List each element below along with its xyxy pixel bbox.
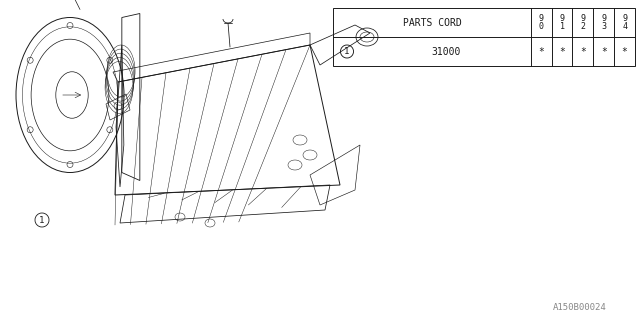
Text: *: * <box>621 46 627 57</box>
Text: *: * <box>559 46 565 57</box>
Text: *: * <box>601 46 607 57</box>
Text: 1: 1 <box>344 47 349 56</box>
Text: 9
1: 9 1 <box>559 14 564 31</box>
Text: 9
2: 9 2 <box>580 14 586 31</box>
Text: 9
3: 9 3 <box>601 14 606 31</box>
Text: 1: 1 <box>39 216 45 225</box>
Text: 9
4: 9 4 <box>622 14 627 31</box>
Text: *: * <box>538 46 544 57</box>
Text: A150B00024: A150B00024 <box>553 303 607 313</box>
Text: 9
0: 9 0 <box>539 14 544 31</box>
Text: 31000: 31000 <box>431 46 461 57</box>
Text: PARTS CORD: PARTS CORD <box>403 18 461 28</box>
Text: *: * <box>580 46 586 57</box>
Bar <box>333 8 635 66</box>
